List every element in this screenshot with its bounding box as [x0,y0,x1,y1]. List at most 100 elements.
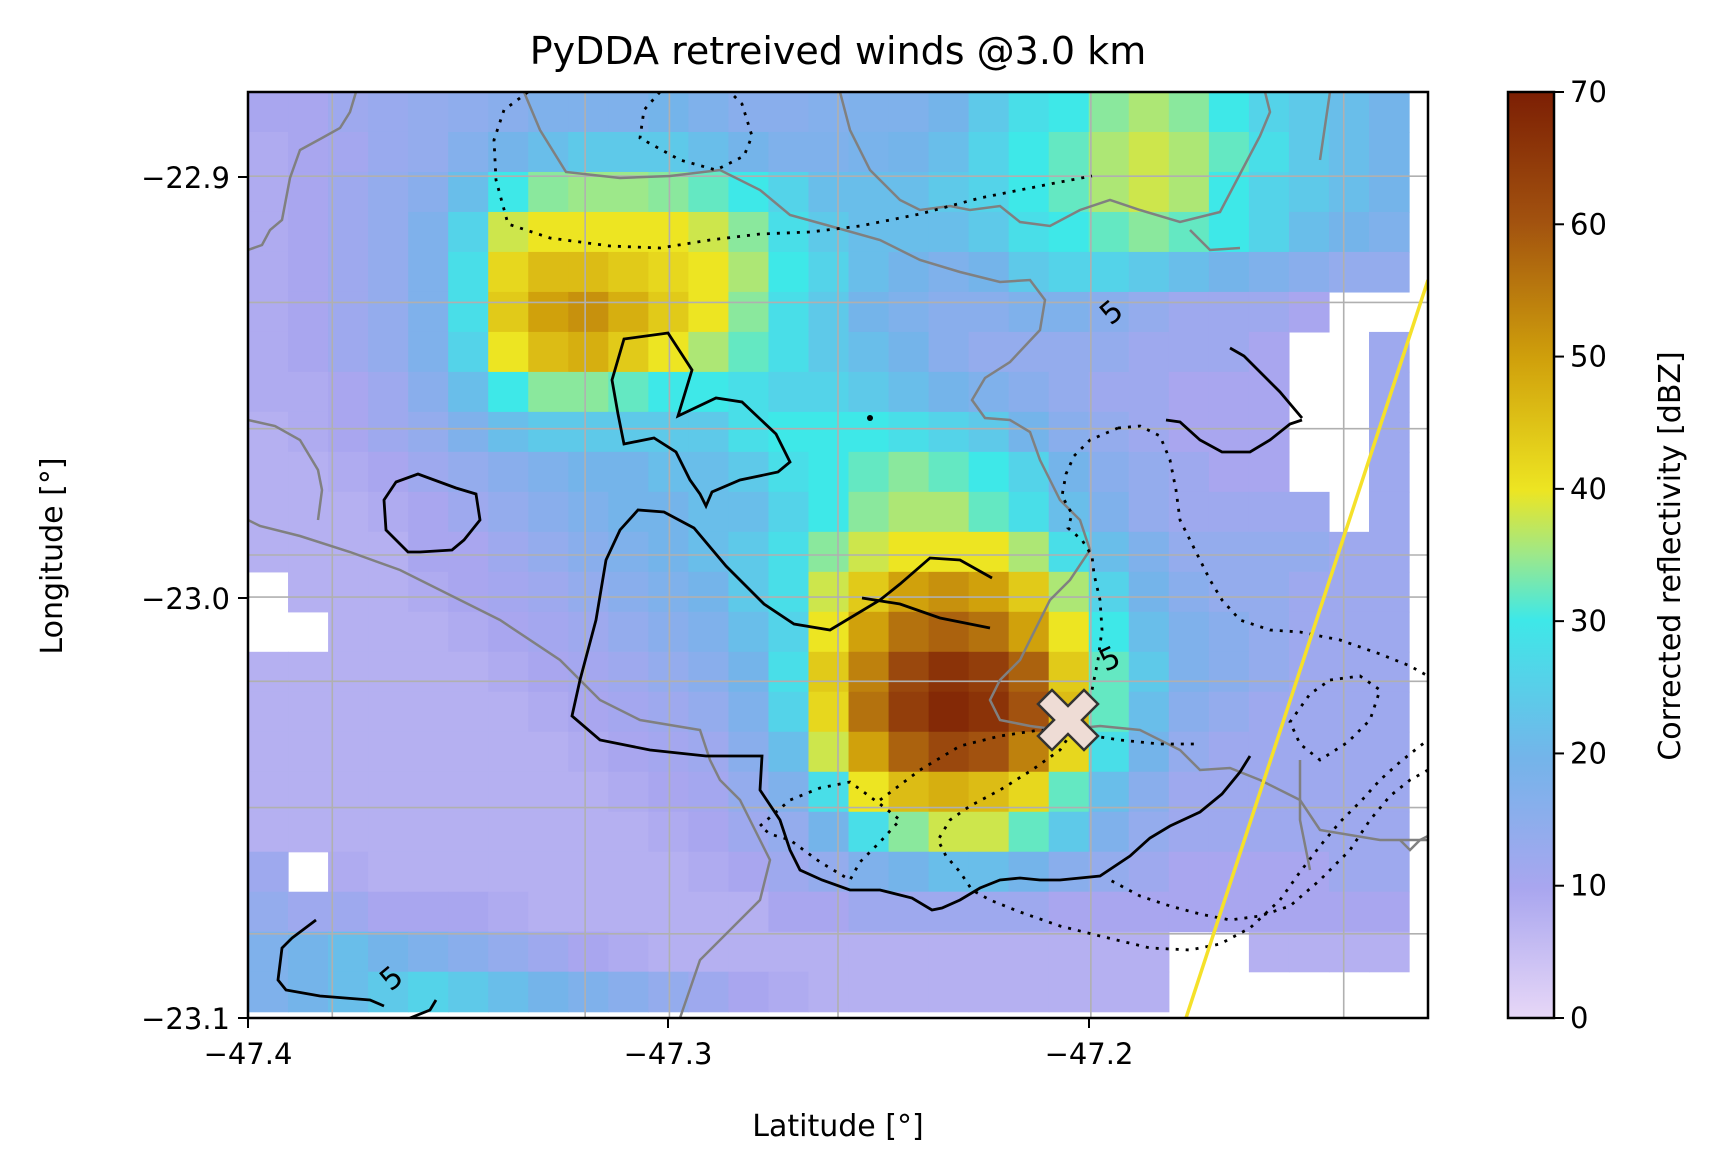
reflectivity-cell [448,651,489,693]
reflectivity-cell [1048,331,1090,373]
reflectivity-cell [1208,291,1250,333]
reflectivity-cell [848,171,890,213]
reflectivity-cell [1248,931,1290,973]
reflectivity-cell [288,171,329,213]
reflectivity-cell [368,251,409,293]
reflectivity-cell [488,331,529,373]
reflectivity-cell [288,411,329,453]
reflectivity-cell [368,851,409,893]
reflectivity-cell [448,171,489,213]
reflectivity-cell [1048,771,1090,813]
reflectivity-cell [328,971,369,1013]
reflectivity-cell [1369,371,1410,413]
reflectivity-cell [888,931,930,973]
reflectivity-cell [968,451,1010,493]
reflectivity-cell [568,851,609,893]
reflectivity-cell [688,851,730,893]
reflectivity-cell [928,691,970,733]
reflectivity-cell [928,811,970,853]
reflectivity-cell [568,651,609,693]
reflectivity-cell [888,92,930,133]
reflectivity-cell [1168,171,1210,213]
reflectivity-cell [1048,651,1090,693]
reflectivity-cell [1288,891,1330,933]
reflectivity-cell [1248,651,1290,693]
reflectivity-cell [888,811,930,853]
reflectivity-cell [968,771,1010,813]
reflectivity-cell [248,971,289,1013]
reflectivity-cell [408,491,449,533]
reflectivity-cell [768,131,810,173]
reflectivity-cell [368,131,409,173]
reflectivity-cell [768,651,810,693]
reflectivity-cell [848,731,890,773]
reflectivity-cell [448,851,489,893]
reflectivity-cell [1248,531,1290,573]
reflectivity-cell [1168,651,1210,693]
reflectivity-cell [848,851,890,893]
reflectivity-cell [728,371,770,413]
reflectivity-cell [448,491,489,533]
reflectivity-cell [1008,811,1050,853]
reflectivity-cell [968,931,1010,973]
reflectivity-cell [1248,571,1290,613]
reflectivity-cell [968,531,1010,573]
reflectivity-cell [808,571,850,613]
plot-frame [246,90,1430,1020]
reflectivity-cell [1128,251,1170,293]
reflectivity-cell [328,451,369,493]
reflectivity-cell [928,411,970,453]
reflectivity-cell [808,371,850,413]
reflectivity-cell [1208,771,1250,813]
reflectivity-cell [808,251,850,293]
reflectivity-cell [808,971,850,1013]
reflectivity-cell [928,371,970,413]
reflectivity-cell [1088,651,1130,693]
reflectivity-cell [288,811,329,853]
reflectivity-cell [288,571,329,613]
reflectivity-cell [368,691,409,733]
reflectivity-cell [448,211,489,253]
reflectivity-cell [968,851,1010,893]
reflectivity-cell [368,571,409,613]
reflectivity-cell [768,971,810,1013]
reflectivity-cell [328,211,369,253]
reflectivity-cell [768,931,810,973]
reflectivity-cell [928,531,970,573]
reflectivity-cell [608,811,649,853]
reflectivity-cell [728,251,770,293]
reflectivity-cell [928,931,970,973]
reflectivity-cell [848,491,890,533]
reflectivity-cell [1288,171,1330,213]
reflectivity-cell [568,291,609,333]
reflectivity-cell [728,851,770,893]
reflectivity-cell [728,731,770,773]
reflectivity-cell [528,92,569,133]
reflectivity-cell [1088,971,1130,1013]
reflectivity-cell [1288,931,1330,973]
reflectivity-cell [408,651,449,693]
x-axis: −47.4 −47.3 −47.2 Latitude [°] [204,1018,1133,1144]
reflectivity-cell [528,531,569,573]
reflectivity-cell [968,371,1010,413]
reflectivity-cell [528,411,569,453]
reflectivity-cell [768,491,810,533]
reflectivity-cell [1168,411,1210,453]
reflectivity-cell [1048,371,1090,413]
reflectivity-cell [488,92,529,133]
reflectivity-cell [1369,611,1410,653]
reflectivity-cell [568,971,609,1013]
reflectivity-cell [1008,92,1050,133]
reflectivity-cell [1048,411,1090,453]
reflectivity-cell [328,771,369,813]
reflectivity-cell [248,771,289,813]
reflectivity-cell [408,811,449,853]
radar-baseline [1184,279,1428,1018]
reflectivity-cell [248,251,289,293]
reflectivity-cell [1088,411,1130,453]
colorbar-gradient [1506,90,1556,1020]
reflectivity-cell [1369,931,1410,973]
reflectivity-cell [1168,291,1210,333]
reflectivity-cell [1328,771,1370,813]
reflectivity-cell [1328,891,1370,933]
